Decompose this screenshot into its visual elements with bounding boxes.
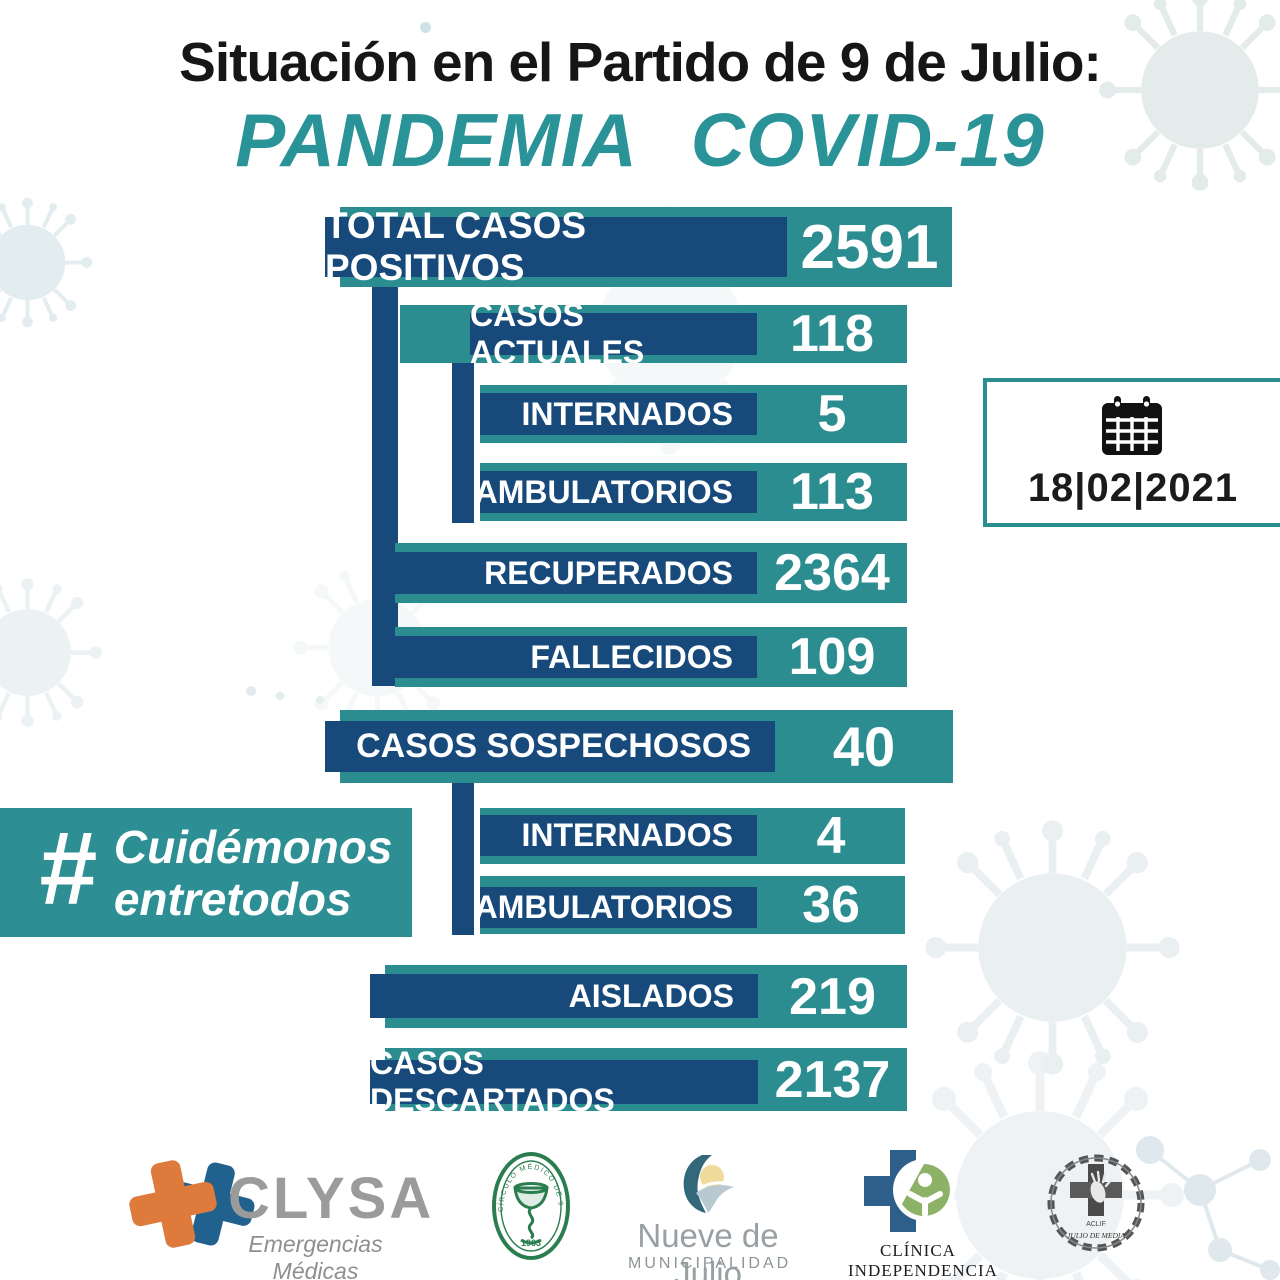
date-value: 18|02|2021 (1027, 466, 1239, 510)
stat-value: 4 (816, 807, 846, 865)
virus-watermark-icon (920, 815, 1185, 1080)
hashtag-icon: # (38, 810, 96, 927)
municipalidad-name: Nueve de Julio (637, 1217, 779, 1280)
dot-decoration (276, 692, 284, 700)
stat-value: 2364 (774, 544, 890, 602)
dot-decoration (246, 686, 256, 696)
calendar-icon (1102, 396, 1162, 455)
connector-line-actuales (452, 330, 474, 523)
clysa-wordmark: CLYSA (228, 1166, 435, 1231)
connector-line-total (372, 250, 398, 686)
clysa-cross-icon (122, 1153, 224, 1255)
hashtag-banner: # Cuidémonos entretodos (0, 808, 412, 937)
seal-text-small: ACLIF (1086, 1221, 1106, 1228)
clinica-cross-icon (864, 1150, 955, 1232)
stat-label: INTERNADOS (480, 393, 757, 435)
virus-watermark-icon (0, 195, 95, 330)
stat-label: AMBULATORIOS (475, 471, 757, 513)
stat-value: 118 (790, 305, 874, 363)
circulo-year: 1963 (521, 1238, 541, 1248)
stat-label: CASOS SOSPECHOSOS (325, 721, 775, 772)
stat-value: 2137 (774, 1050, 891, 1109)
clinica-name: CLÍNICA INDEPENDENCIA (848, 1241, 998, 1280)
stat-label: RECUPERADOS (395, 552, 757, 594)
stat-value: 219 (789, 967, 876, 1026)
stat-label: AISLADOS (370, 974, 758, 1018)
stat-value: 36 (802, 876, 860, 934)
page-subtitle: PANDEMIA COVID-19 (235, 98, 1045, 182)
municipalidad-emblem-icon (683, 1155, 735, 1213)
connector-line-sospechosos (452, 745, 474, 935)
stat-value: 109 (788, 628, 876, 686)
stat-label: CASOS DESCARTADOS (370, 1045, 758, 1118)
date-card: 18|02|2021 (983, 378, 1280, 527)
stat-label: INTERNADOS (480, 815, 757, 856)
stat-value: 2591 (800, 212, 939, 282)
hashtag-line2: entretodos (113, 872, 352, 925)
stat-label: CASOS ACTUALES (470, 297, 757, 370)
dot-decoration (420, 22, 431, 33)
molecule-watermark-icon (1136, 1136, 1280, 1280)
dot-decoration (316, 696, 324, 704)
circulo-medico-logo: CÍRCULO MÉDICO DE 9 DE JULIO 1963 (490, 1150, 570, 1260)
hashtag-line1: Cuidémonos (113, 820, 393, 873)
stat-label: AMBULATORIOS (475, 887, 757, 928)
clysa-tagline: Emergencias Médicas (248, 1231, 383, 1280)
stat-label: FALLECIDOS (395, 636, 757, 678)
stat-value: 113 (790, 463, 874, 521)
footer-logos: CLYSA Emergencias Médicas CÍRCULO MÉDICO… (0, 1145, 1280, 1280)
page-title: Situación en el Partido de 9 de Julio: (179, 31, 1102, 93)
municipalidad-subtitle: MUNICIPALIDAD (628, 1255, 792, 1272)
seal-text-curved: JULIO DE MEDIA (1067, 1231, 1125, 1240)
stat-label: TOTAL CASOS POSITIVOS (325, 205, 787, 288)
stat-value: 5 (817, 385, 847, 443)
virus-watermark-icon (0, 575, 105, 730)
mutual-seal-logo: ACLIF JULIO DE MEDIA (1047, 1154, 1145, 1252)
stat-value: 40 (832, 715, 896, 778)
